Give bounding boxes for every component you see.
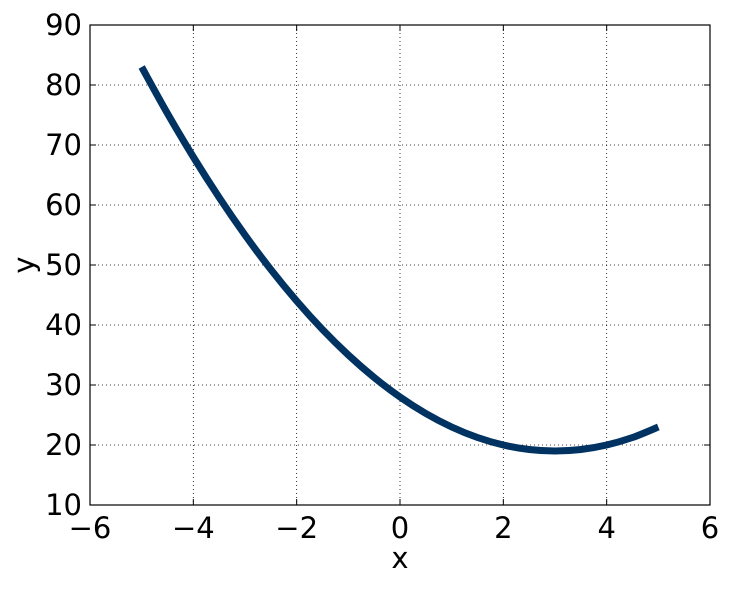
y-tick-label: 10 xyxy=(45,488,82,522)
y-tick-label: 80 xyxy=(45,68,82,102)
y-tick-label: 50 xyxy=(45,248,82,282)
x-tick-label: −4 xyxy=(172,511,215,545)
x-tick-label: −2 xyxy=(275,511,318,545)
x-tick-label: 4 xyxy=(597,511,615,545)
x-tick-label: 2 xyxy=(494,511,512,545)
x-axis-label: x xyxy=(391,541,408,575)
y-tick-label: 70 xyxy=(45,128,82,162)
y-tick-label: 30 xyxy=(45,368,82,402)
series-line xyxy=(138,65,660,455)
y-tick-label: 90 xyxy=(45,8,82,42)
y-axis-label: y xyxy=(7,256,41,273)
x-tick-label: −6 xyxy=(69,511,112,545)
x-tick-label: 0 xyxy=(391,511,409,545)
y-tick-label: 20 xyxy=(45,428,82,462)
y-tick-label: 40 xyxy=(45,308,82,342)
x-tick-label: 6 xyxy=(701,511,719,545)
grid xyxy=(89,24,711,506)
ticks: −6 −4 −2 0 2 4 6 10 20 30 40 50 60 70 80 90 xyxy=(45,8,719,545)
series-layer xyxy=(138,65,660,455)
y-tick-label: 60 xyxy=(45,188,82,222)
